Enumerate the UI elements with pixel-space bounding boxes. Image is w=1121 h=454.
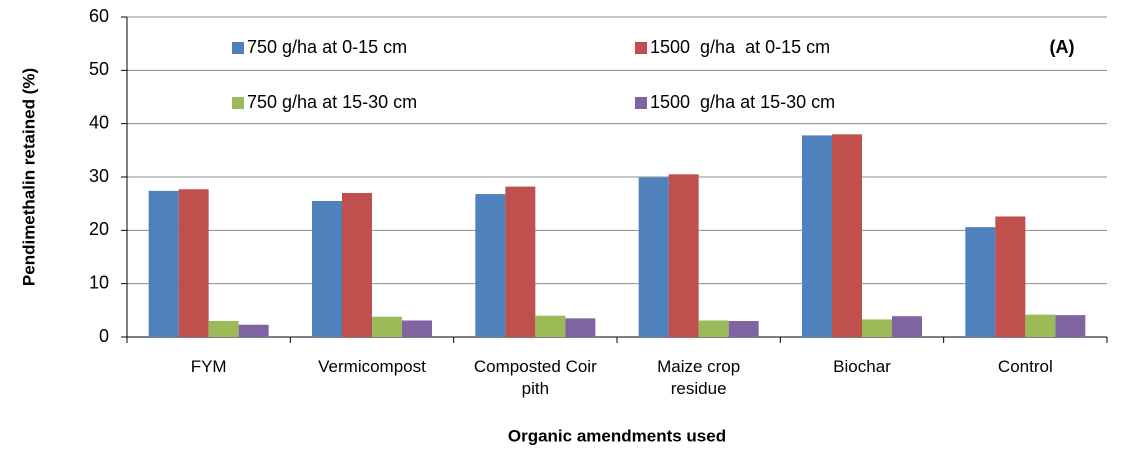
bar bbox=[1025, 314, 1056, 337]
bar bbox=[565, 318, 596, 337]
legend-swatch bbox=[635, 42, 647, 54]
legend-swatch bbox=[232, 42, 244, 54]
x-tick-label: Control bbox=[997, 357, 1053, 376]
bar bbox=[402, 320, 432, 337]
bar bbox=[505, 186, 536, 337]
x-tick-label: FYM bbox=[190, 357, 227, 376]
x-tick-label: Biochar bbox=[833, 357, 891, 376]
legend-label: 1500 g/ha at 0-15 cm bbox=[650, 37, 830, 57]
bar bbox=[238, 324, 269, 337]
bar bbox=[535, 315, 566, 337]
x-tick-label: Maize crop residue bbox=[657, 357, 741, 398]
y-tick-label: 40 bbox=[89, 112, 109, 132]
x-tick-label: Composted Coir pith bbox=[473, 357, 597, 398]
x-tick-label: Vermicompost bbox=[318, 357, 426, 376]
bar bbox=[965, 227, 996, 337]
y-tick-label: 20 bbox=[89, 219, 109, 239]
legend-swatch bbox=[635, 97, 647, 109]
x-axis-title: Organic amendments used bbox=[508, 426, 726, 445]
legend-label: 1500 g/ha at 15-30 cm bbox=[650, 92, 835, 112]
bar bbox=[475, 194, 506, 337]
bar bbox=[728, 321, 759, 337]
bar bbox=[372, 316, 402, 337]
bar bbox=[342, 193, 372, 337]
bar bbox=[995, 216, 1026, 337]
bar bbox=[178, 189, 209, 337]
bar bbox=[832, 134, 862, 337]
bar bbox=[698, 320, 729, 337]
legend-swatch bbox=[232, 97, 244, 109]
y-tick-label: 0 bbox=[99, 326, 109, 346]
annotation: (A) bbox=[1050, 37, 1075, 57]
y-axis-title: Pendimethalin retained (%) bbox=[19, 68, 38, 286]
bar bbox=[148, 190, 179, 337]
legend-label: 750 g/ha at 0-15 cm bbox=[247, 37, 407, 57]
bar bbox=[638, 177, 669, 337]
bar bbox=[208, 321, 239, 337]
y-tick-label: 10 bbox=[89, 272, 109, 292]
y-tick-label: 60 bbox=[89, 6, 109, 26]
bar bbox=[1055, 315, 1086, 337]
bar bbox=[802, 135, 832, 337]
legend-label: 750 g/ha at 15-30 cm bbox=[247, 92, 417, 112]
y-tick-label: 30 bbox=[89, 166, 109, 186]
bar bbox=[862, 319, 892, 337]
bar bbox=[892, 316, 922, 337]
bar bbox=[668, 174, 699, 337]
y-tick-label: 50 bbox=[89, 59, 109, 79]
bar bbox=[312, 201, 342, 337]
